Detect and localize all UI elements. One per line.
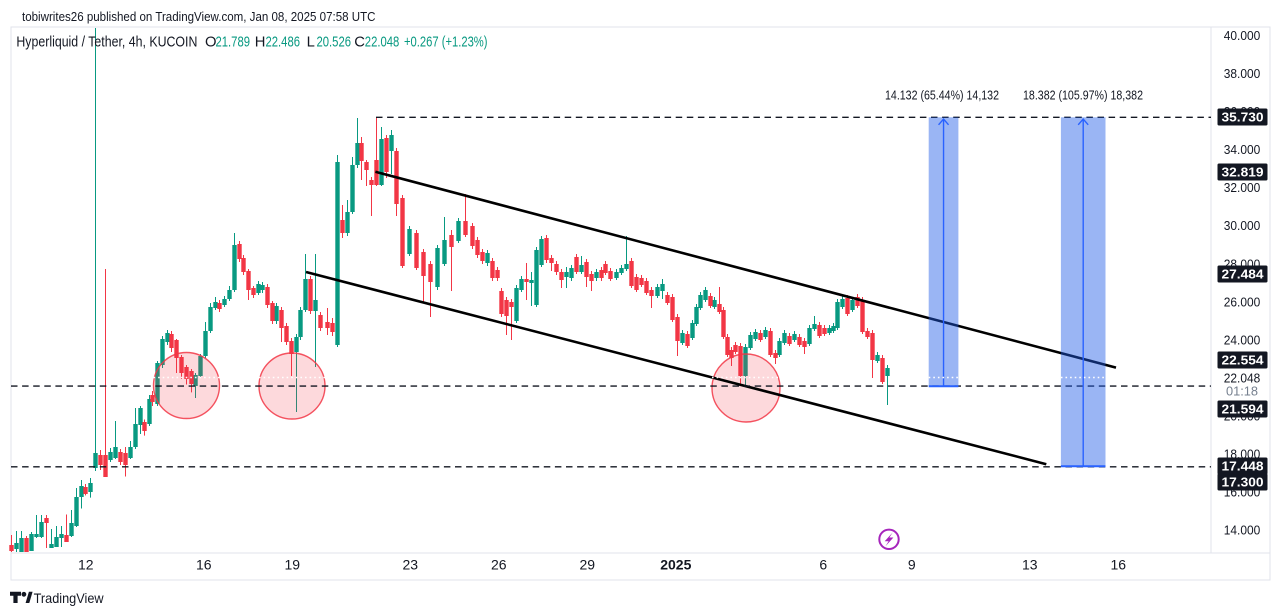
- svg-text:9: 9: [908, 557, 916, 573]
- svg-text:32.819: 32.819: [1222, 165, 1264, 180]
- svg-text:H: H: [255, 35, 266, 51]
- svg-text:26: 26: [491, 557, 507, 573]
- svg-text:17.300: 17.300: [1222, 475, 1264, 490]
- svg-text:19: 19: [285, 557, 301, 573]
- svg-text:16: 16: [1111, 557, 1127, 573]
- svg-text:21.594: 21.594: [1222, 402, 1265, 417]
- svg-text:17.448: 17.448: [1222, 459, 1264, 474]
- svg-text:14.132 (65.44%) 14,132: 14.132 (65.44%) 14,132: [885, 89, 999, 103]
- svg-text:21.789: 21.789: [216, 35, 251, 51]
- svg-text:32.000: 32.000: [1224, 180, 1261, 195]
- svg-text:C: C: [354, 35, 365, 51]
- svg-text:12: 12: [78, 557, 94, 573]
- svg-text:26.000: 26.000: [1224, 294, 1261, 309]
- svg-text:22.048: 22.048: [1224, 370, 1261, 385]
- svg-text:18.382 (105.97%) 18,382: 18.382 (105.97%) 18,382: [1023, 89, 1143, 103]
- svg-text:14.000: 14.000: [1224, 523, 1261, 538]
- svg-text:22.554: 22.554: [1222, 353, 1265, 368]
- svg-text:13: 13: [1022, 557, 1038, 573]
- svg-text:6: 6: [819, 557, 827, 573]
- svg-text:O: O: [205, 35, 217, 51]
- svg-text:tobiwrites26 published on Trad: tobiwrites26 published on TradingView.co…: [22, 9, 376, 24]
- svg-text:23: 23: [403, 557, 419, 573]
- svg-text:24.000: 24.000: [1224, 332, 1261, 347]
- svg-text:20.526: 20.526: [317, 35, 352, 51]
- svg-text:01:18: 01:18: [1226, 383, 1258, 398]
- svg-text:22.486: 22.486: [266, 35, 301, 51]
- svg-text:+0.267 (+1.23%): +0.267 (+1.23%): [404, 35, 488, 51]
- svg-text:22.048: 22.048: [365, 35, 400, 51]
- svg-text:38.000: 38.000: [1224, 66, 1261, 81]
- svg-text:Hyperliquid / Tether, 4h, KUCO: Hyperliquid / Tether, 4h, KUCOIN: [16, 35, 197, 51]
- svg-text:35.730: 35.730: [1222, 110, 1264, 125]
- svg-text:2025: 2025: [660, 557, 691, 573]
- svg-text:27.484: 27.484: [1222, 267, 1265, 282]
- svg-text:TradingView: TradingView: [34, 590, 105, 606]
- svg-text:30.000: 30.000: [1224, 218, 1261, 233]
- svg-text:L: L: [307, 35, 315, 51]
- svg-text:40.000: 40.000: [1224, 28, 1261, 43]
- svg-text:16: 16: [196, 557, 212, 573]
- svg-text:29: 29: [580, 557, 596, 573]
- svg-text:34.000: 34.000: [1224, 142, 1261, 157]
